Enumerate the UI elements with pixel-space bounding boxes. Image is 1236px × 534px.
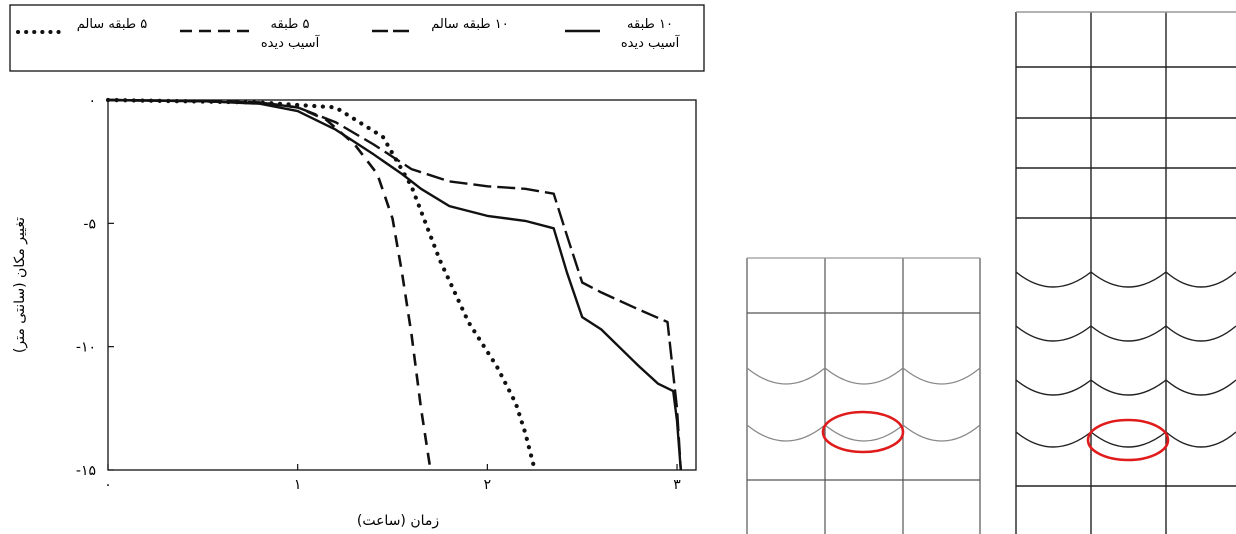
right-frame-diagram: [1015, 11, 1236, 534]
x-tick-label: ۳: [673, 477, 681, 493]
left-frame-diagram: [746, 257, 981, 534]
plot-frame: [107, 99, 697, 471]
y-tick-label: -۱۰: [76, 340, 96, 356]
series-5-healthy-line: [105, 97, 537, 473]
series-group: [105, 97, 682, 473]
x-tick-label: ۱: [294, 477, 302, 493]
y-axis-label: تغییر مکان (سانتی متر): [12, 217, 28, 353]
x-axis-label: زمان (ساعت): [357, 513, 439, 529]
y-tick-label: -۵: [83, 216, 96, 232]
tick-group: ۰ ۱ ۲ ۳ ۰ -۵ -۱۰ -۱۵: [76, 93, 681, 493]
chart: ۰ ۱ ۲ ۳ ۰ -۵ -۱۰ -۱۵ تغییر مکان (سانتی متر) زما…: [9, 4, 705, 529]
legend-sublabel-5-damaged: آسیب دیده: [261, 34, 321, 51]
series-10-healthy-line: [107, 98, 682, 471]
right-frame-deflected-beam: [1015, 325, 1236, 342]
legend-label-10-healthy: ۱۰ طبقه سالم: [431, 17, 509, 32]
x-tick-label: ۲: [484, 477, 492, 493]
legend-label-5-damaged: ۵ طبقه: [271, 17, 310, 32]
left-frame-deflected-beam: [746, 367, 981, 385]
legend-item-10-healthy: ۱۰ طبقه سالم: [372, 17, 509, 33]
legend: ۱۰ طبقه آسیب دیده ۱۰ طبقه سالم ۵ طبقه آس…: [9, 4, 705, 72]
legend-item-5-healthy: ۵ طبقه سالم: [16, 17, 148, 34]
legend-box: [9, 4, 705, 72]
right-frame-deflected-beam: [1015, 379, 1236, 396]
left-highlight-ellipse: [821, 410, 905, 454]
series-10-damaged-line: [107, 98, 682, 471]
left-frame-deflected-beam: [746, 424, 981, 442]
legend-sublabel-10-damaged: آسیب دیده: [621, 34, 681, 51]
legend-item-5-damaged: ۵ طبقه آسیب دیده: [180, 17, 321, 51]
right-frame-deflected-beam: [1015, 431, 1236, 448]
right-frame-deflected-beam: [1015, 271, 1236, 288]
y-tick-label: -۱۵: [76, 463, 96, 479]
y-tick-label: ۰: [88, 93, 96, 109]
legend-label-10-damaged: ۱۰ طبقه: [627, 17, 673, 32]
series-5-damaged-line: [107, 98, 432, 471]
legend-label-5-healthy: ۵ طبقه سالم: [77, 17, 148, 32]
legend-item-10-damaged: ۱۰ طبقه آسیب دیده: [565, 17, 681, 51]
x-tick-label: ۰: [104, 477, 112, 493]
right-highlight-ellipse: [1086, 418, 1170, 462]
